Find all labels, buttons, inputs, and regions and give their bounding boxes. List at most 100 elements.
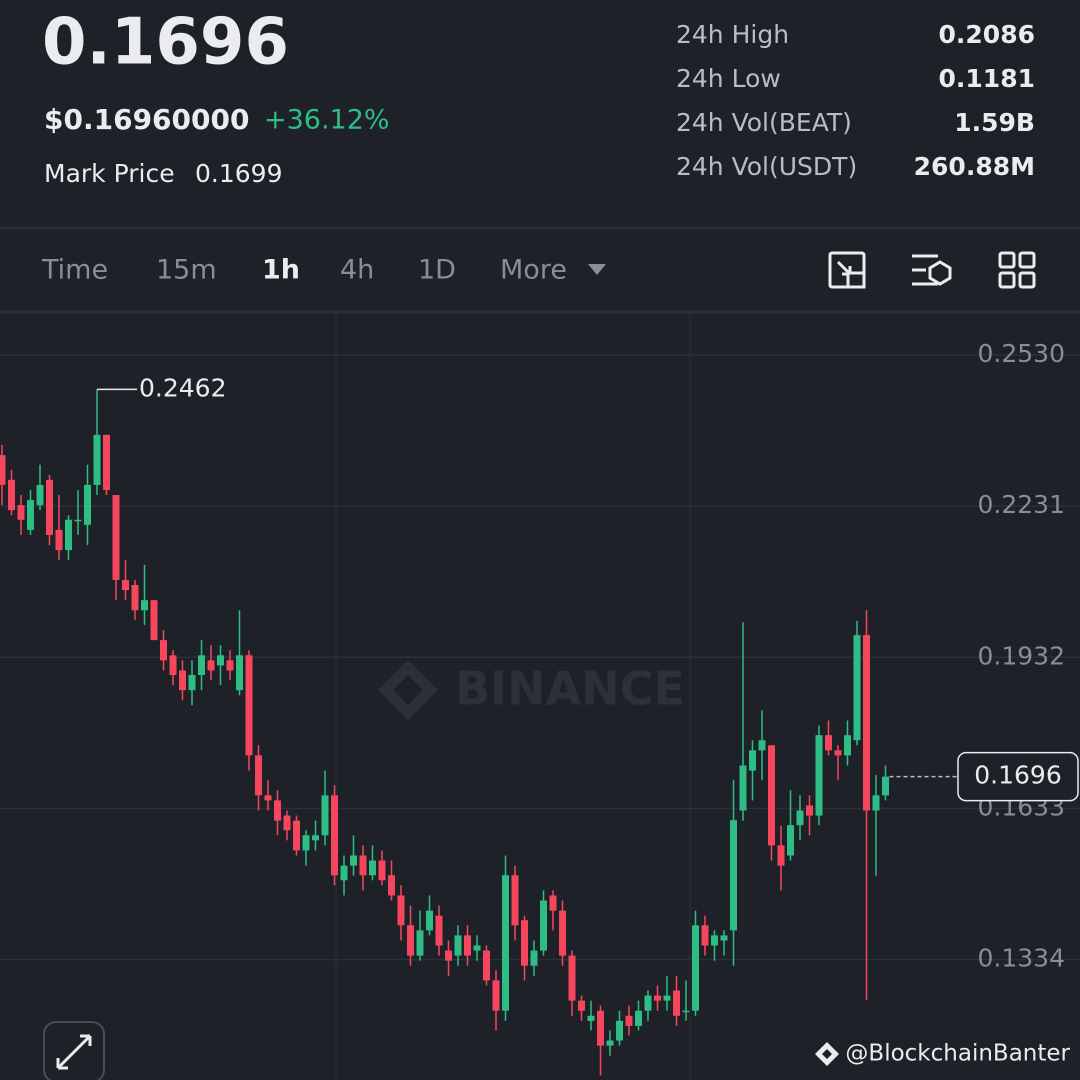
candle-body	[416, 930, 424, 956]
candle-body	[17, 505, 25, 520]
stats: 24h High 0.2086 24h Low 0.1181 24h Vol(BEAT)…	[676, 20, 1035, 181]
candle-body	[283, 815, 291, 831]
stat-label: 24h Vol(BEAT)	[676, 108, 852, 137]
stat-value: 260.88M	[914, 152, 1035, 181]
candle-body	[388, 875, 395, 896]
candle-body	[350, 855, 357, 866]
candle-body	[112, 495, 120, 580]
candle-body	[264, 795, 272, 801]
candle-body	[492, 980, 500, 1011]
more-arrow[interactable]	[588, 264, 606, 275]
candle-body	[93, 434, 101, 485]
candle-body	[207, 660, 215, 671]
candle-body	[749, 750, 756, 771]
candle-body	[758, 740, 766, 751]
candle-body	[834, 750, 842, 756]
last-price: 0.1696	[42, 6, 289, 80]
candle-body	[853, 635, 861, 741]
price-change: +36.12%	[264, 105, 390, 136]
candle-body	[46, 479, 53, 535]
candle-body	[692, 925, 699, 1011]
candle-body	[198, 655, 205, 675]
candle-body	[369, 860, 376, 876]
candle-body	[464, 935, 471, 956]
last-price-label: 0.1696	[974, 761, 1061, 790]
candle-body	[644, 995, 652, 1011]
candle-body	[150, 600, 158, 641]
candle-body	[739, 765, 747, 811]
candle-body	[359, 855, 367, 876]
candle-body	[654, 995, 661, 1001]
candle-body	[597, 1010, 604, 1046]
candle-body	[445, 950, 452, 961]
interval-tab[interactable]: 1D	[418, 255, 456, 286]
candle-body	[568, 955, 576, 1001]
candle-body	[141, 600, 148, 611]
candle-body	[768, 745, 775, 846]
stat-label: 24h High	[676, 20, 789, 49]
mark-price: 0.1699	[195, 159, 282, 188]
candle-body	[730, 820, 737, 931]
candle-body	[682, 1010, 690, 1013]
interval-tab[interactable]: 1h	[262, 255, 300, 286]
candle-body	[502, 875, 509, 1011]
candle-body	[796, 810, 804, 826]
candle-body	[521, 920, 528, 966]
candle-body	[84, 484, 91, 525]
candle-body	[606, 1040, 614, 1046]
mark-price-label: Mark Price	[44, 159, 175, 188]
candle-body	[863, 635, 870, 811]
candle-body	[74, 519, 82, 522]
candle-body	[587, 1015, 595, 1021]
candle-body	[540, 900, 547, 951]
candle-body	[0, 455, 6, 485]
candle-body	[473, 945, 481, 951]
candle-body	[397, 895, 405, 926]
interval-tab[interactable]: 15m	[156, 255, 217, 286]
stat-value: 1.59B	[954, 108, 1035, 137]
candle-body	[616, 1020, 623, 1041]
stat-value: 0.2086	[939, 20, 1035, 49]
interval-tab[interactable]: More	[500, 255, 567, 286]
candle-body	[435, 915, 443, 946]
candle-body	[27, 500, 34, 530]
candle-body	[36, 484, 44, 506]
chart-tool-icons[interactable]	[828, 251, 1036, 289]
candle-body	[302, 835, 310, 851]
candle-body	[103, 434, 110, 490]
candle-body	[559, 910, 566, 956]
candle-body	[844, 735, 851, 756]
candle-body	[217, 655, 224, 666]
candle-body	[321, 795, 329, 836]
y-tick-label: 0.1334	[978, 944, 1065, 973]
candle-body	[274, 800, 281, 821]
candle-body	[426, 910, 433, 931]
candle-body	[255, 755, 262, 796]
watermark-logo	[378, 660, 438, 720]
usd-price: $0.16960000	[44, 103, 249, 136]
candle-body	[701, 925, 709, 946]
interval-tab[interactable]: Time	[41, 255, 108, 286]
candle-body	[312, 835, 319, 841]
credit-logo	[815, 1042, 839, 1066]
candle-body	[872, 795, 880, 811]
candle-body	[331, 795, 338, 876]
candle-body	[549, 895, 557, 911]
candle-body	[635, 1010, 642, 1026]
candle-body	[65, 519, 72, 551]
candle-body	[378, 860, 386, 881]
candle-body	[720, 935, 728, 941]
candle-body	[188, 675, 196, 691]
candle-body	[131, 585, 139, 611]
candle-body	[625, 1015, 633, 1026]
y-tick-label: 0.2530	[978, 339, 1065, 368]
candle-body	[169, 655, 177, 675]
candle-body	[483, 950, 490, 981]
candle-body	[663, 995, 671, 1001]
candle-body	[882, 776, 889, 796]
candle-body	[787, 825, 794, 856]
candle-body	[236, 655, 243, 691]
fullscreen-button[interactable]	[43, 1021, 105, 1080]
interval-tab[interactable]: 4h	[340, 255, 374, 286]
